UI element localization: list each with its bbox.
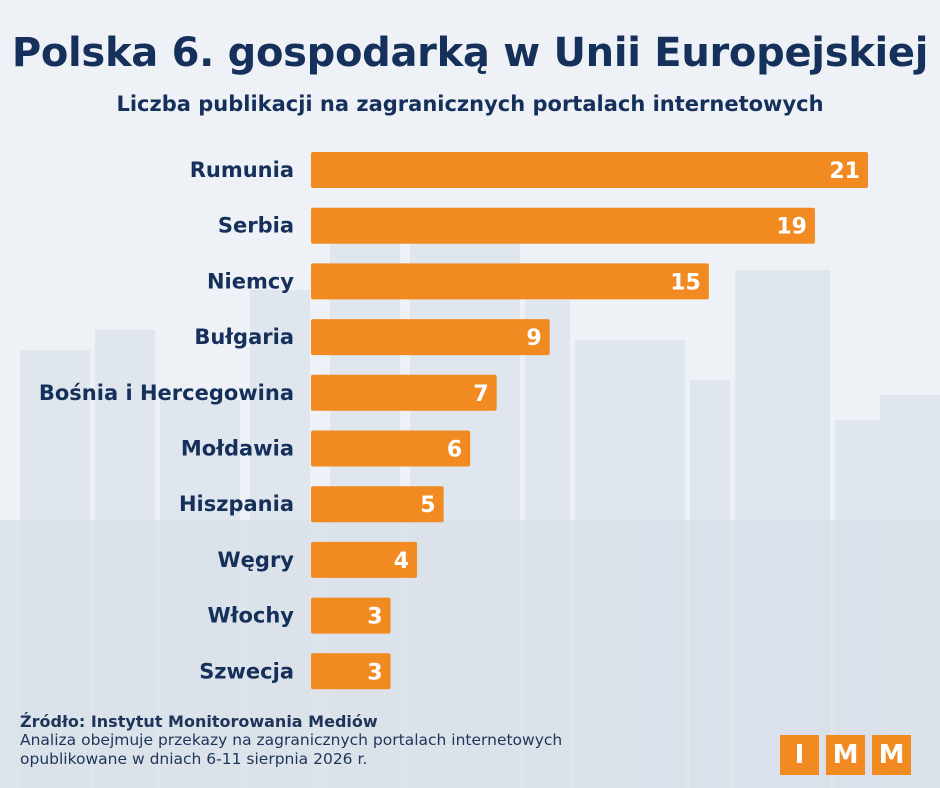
value-label: 6 <box>447 438 462 463</box>
category-label: Mołdawia <box>181 437 294 461</box>
value-label: 15 <box>670 270 701 295</box>
source-text: Źródło: Instytut Monitorowania Mediów <box>20 712 378 731</box>
category-label: Serbia <box>218 214 294 238</box>
category-label: Węgry <box>218 548 295 572</box>
category-label: Włochy <box>208 604 295 628</box>
value-label: 3 <box>367 660 382 685</box>
chart-subtitle: Liczba publikacji na zagranicznych porta… <box>116 92 824 116</box>
category-label: Bośnia i Hercegowina <box>39 381 294 405</box>
bar <box>311 263 709 300</box>
bar <box>311 374 497 411</box>
bar <box>311 207 815 244</box>
bar <box>311 653 391 690</box>
logo-letter-i: I <box>780 735 819 775</box>
chart-title: Polska 6. gospodarką w Unii Europejskiej <box>11 30 929 76</box>
logo-letter-m1: M <box>826 735 865 775</box>
imm-logo: I M M <box>780 735 911 775</box>
value-label: 5 <box>420 493 435 518</box>
value-label: 4 <box>394 549 409 574</box>
logo-letter-m2: M <box>872 735 911 775</box>
value-label: 3 <box>367 605 382 630</box>
bar <box>311 430 471 467</box>
methodology-note: Analiza obejmuje przekazy na zagraniczny… <box>20 731 563 768</box>
bar <box>311 541 418 578</box>
value-label: 19 <box>776 215 807 240</box>
value-label: 7 <box>473 382 488 407</box>
value-label: 9 <box>526 326 541 351</box>
category-label: Rumunia <box>190 158 294 182</box>
value-label: 21 <box>829 159 860 184</box>
bar <box>311 597 391 634</box>
bar <box>311 152 868 188</box>
category-label: Niemcy <box>207 269 294 293</box>
footer: Źródło: Instytut Monitorowania Mediów An… <box>20 712 580 769</box>
category-label: Hiszpania <box>179 492 294 516</box>
bar <box>311 319 550 356</box>
category-label: Bułgaria <box>194 325 294 349</box>
bar <box>311 486 444 523</box>
category-label: Szwecja <box>199 659 294 683</box>
